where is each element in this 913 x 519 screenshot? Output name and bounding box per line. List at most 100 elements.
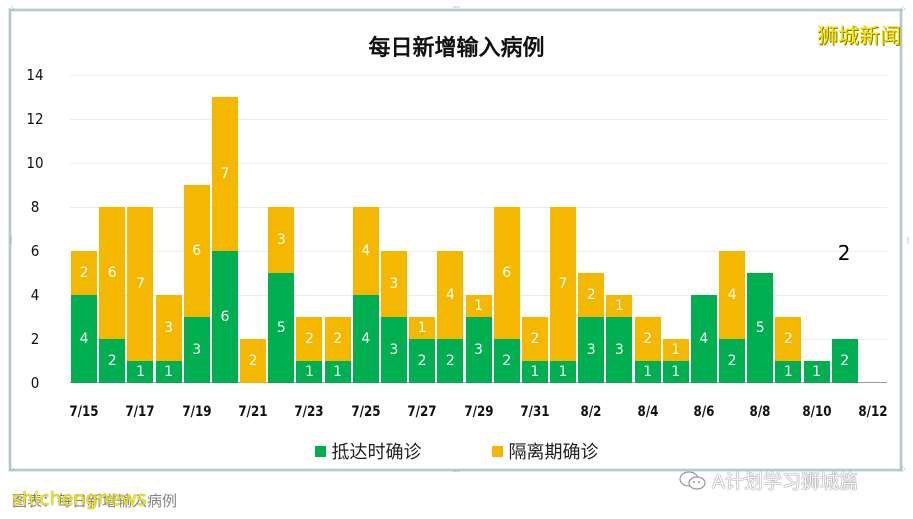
bar-segment-quarantine[interactable]: 7 [127, 207, 154, 361]
x-tick-label: 7/17 [125, 404, 156, 420]
resize-handle-left[interactable]: ···· [5, 236, 15, 244]
bar-segment-quarantine[interactable]: 6 [183, 185, 210, 317]
bar-segment-quarantine[interactable]: 2 [775, 317, 802, 361]
bar-segment-quarantine[interactable]: 3 [268, 207, 295, 273]
bar-segment-arrival[interactable]: 1 [521, 361, 548, 383]
bar-segment-arrival[interactable]: 6 [211, 251, 238, 383]
bar-segment-quarantine[interactable]: 7 [550, 207, 577, 361]
bar-segment-quarantine[interactable]: 2 [296, 317, 323, 361]
bar-segment-quarantine[interactable]: 6 [99, 207, 126, 339]
bar-segment-arrival[interactable]: 1 [155, 361, 182, 383]
bar-segment-arrival[interactable]: 1 [775, 361, 802, 383]
bar-segment-quarantine[interactable]: 1 [606, 295, 633, 317]
y-tick-label: 14 [26, 66, 44, 84]
bar-segment-arrival[interactable]: 2 [493, 339, 520, 383]
wechat-attribution: A计划学习狮城篇 [678, 467, 858, 494]
y-tick-label: 6 [30, 242, 40, 260]
bar-segment-arrival[interactable]: 3 [606, 317, 633, 383]
bar-segment-arrival[interactable]: 2 [437, 339, 464, 383]
bar-segment-quarantine[interactable]: 6 [493, 207, 520, 339]
resize-handle-right[interactable]: ···· [902, 236, 912, 244]
bar-segment-arrival[interactable]: 1 [662, 361, 689, 383]
bar-segment-arrival[interactable]: 1 [634, 361, 661, 383]
bar-7/21[interactable]: 2 [240, 339, 267, 383]
bar-8/11[interactable]: 2 [831, 339, 858, 383]
annotation-label: 2 [837, 241, 851, 265]
bar-8/8[interactable]: 5 [747, 273, 774, 383]
bar-segment-arrival[interactable]: 5 [268, 273, 295, 383]
bar-segment-quarantine[interactable]: 3 [380, 251, 407, 317]
bar-segment-arrival[interactable]: 1 [550, 361, 577, 383]
bar-segment-quarantine[interactable]: 2 [324, 317, 351, 361]
bar-segment-quarantine[interactable]: 4 [437, 251, 464, 339]
chart-title: 每日新增输入病例 [368, 36, 545, 61]
bar-segment-arrival[interactable]: 2 [719, 339, 746, 383]
bar-segment-arrival[interactable]: 2 [99, 339, 126, 383]
bar-segment-arrival[interactable]: 1 [127, 361, 154, 383]
resize-handle-bottom-right[interactable]: ⁘ [899, 465, 906, 475]
bar-segment-arrival[interactable]: 3 [465, 317, 492, 383]
resize-handle-bottom-left[interactable]: ⁘ [8, 465, 15, 475]
bar-segment-quarantine[interactable]: 4 [719, 251, 746, 339]
bar-segment-quarantine[interactable]: 2 [240, 339, 267, 383]
chart-frame[interactable] [9, 9, 902, 471]
resize-handle-top-right[interactable]: ⁘ [899, 5, 906, 15]
bar-segment-quarantine[interactable]: 7 [211, 97, 238, 251]
bar-8/6[interactable]: 4 [690, 295, 717, 383]
bar-segment-arrival[interactable]: 1 [324, 361, 351, 383]
resize-handle-top-left[interactable]: ⁘ [8, 5, 15, 15]
bar-segment-quarantine[interactable]: 2 [634, 317, 661, 361]
bar-segment-arrival[interactable]: 3 [183, 317, 210, 383]
x-tick-label: 7/29 [463, 404, 494, 420]
y-tick-label: 8 [30, 198, 40, 216]
bar-segment-arrival[interactable]: 4 [71, 295, 98, 383]
bar-segment-arrival[interactable]: 1 [296, 361, 323, 383]
bar-segment-quarantine[interactable]: 1 [409, 317, 436, 339]
bar-segment-quarantine[interactable]: 2 [578, 273, 605, 317]
bar-segment-quarantine[interactable]: 2 [71, 251, 98, 295]
bar-segment-arrival[interactable]: 2 [409, 339, 436, 383]
bar-segment-quarantine[interactable]: 4 [352, 207, 379, 295]
bar-segment-arrival[interactable]: 4 [690, 295, 717, 383]
resize-handle-top[interactable]: ···· [452, 3, 461, 13]
legend-swatch-green [314, 445, 326, 457]
bar-segment-arrival[interactable]: 5 [747, 273, 774, 383]
bar-segment-quarantine[interactable]: 2 [521, 317, 548, 361]
gridline [70, 119, 887, 120]
bar-segment-quarantine[interactable]: 3 [155, 295, 182, 361]
bar-segment-quarantine[interactable]: 1 [662, 339, 689, 361]
bar-segment-arrival[interactable]: 4 [352, 295, 379, 383]
bar-segment-arrival[interactable]: 2 [831, 339, 858, 383]
resize-handle-bottom[interactable]: ···· [452, 467, 461, 477]
bar-segment-arrival[interactable]: 3 [578, 317, 605, 383]
bar-segment-arrival[interactable]: 3 [380, 317, 407, 383]
bar-segment-quarantine[interactable]: 1 [465, 295, 492, 317]
x-tick-label: 7/19 [182, 404, 212, 420]
y-tick-label: 12 [26, 110, 44, 128]
bar-segment-arrival[interactable]: 1 [803, 361, 830, 383]
bar-8/10[interactable]: 1 [803, 361, 830, 383]
